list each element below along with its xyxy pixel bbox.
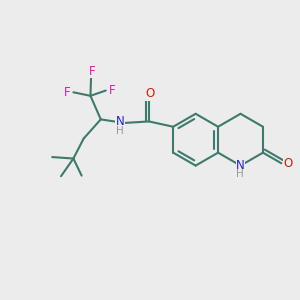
- Text: N: N: [116, 115, 124, 128]
- Text: F: F: [109, 84, 115, 97]
- Text: O: O: [283, 157, 292, 170]
- Text: N: N: [236, 159, 245, 172]
- Text: O: O: [145, 87, 154, 100]
- Text: F: F: [88, 65, 95, 78]
- Text: F: F: [64, 86, 71, 99]
- Text: H: H: [116, 126, 124, 136]
- Text: H: H: [236, 169, 244, 179]
